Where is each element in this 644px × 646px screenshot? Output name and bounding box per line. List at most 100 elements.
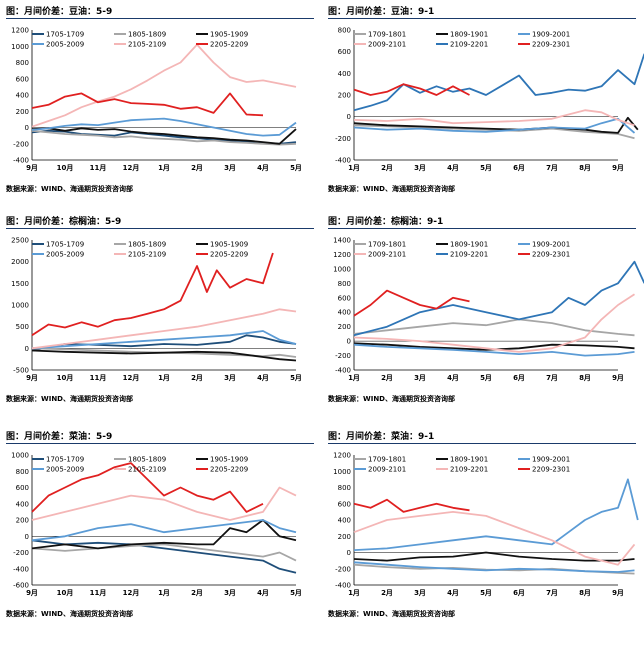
y-tick-label: 0 (25, 533, 29, 541)
chart-source: 数据来源：WIND、海通期货投资咨询部 (6, 185, 133, 193)
series-line-1805-1809 (31, 543, 297, 562)
legend-label: 2109-2201 (450, 466, 488, 474)
legend-label: 2009-2101 (368, 41, 406, 49)
legend-label: 1805-1809 (128, 241, 166, 249)
y-tick-label: 400 (16, 500, 29, 508)
series-line-2209-2301 (353, 289, 470, 317)
x-tick-label: 3月 (414, 374, 426, 382)
chart-plot: -500 0 500 1000 1500 2000 2500 9月 10月 11月 12月 1月 2月 3… (11, 237, 302, 383)
series-line-2205-2209 (31, 462, 264, 513)
x-tick-label: 2月 (381, 164, 393, 172)
x-tick-label: 1月 (158, 589, 170, 597)
chart-source: 数据来源：WIND、海通期货投资咨询部 (328, 185, 455, 193)
legend-label: 2009-2101 (368, 466, 406, 474)
x-tick-label: 10月 (57, 164, 74, 172)
title-divider (6, 228, 314, 229)
chart-plot: -400 -200 0 200 400 600 800 1000 1200 1400 1月 2月 3月 4… (333, 237, 644, 382)
x-tick-label: 3月 (224, 589, 236, 597)
x-tick-label: 9月 (612, 164, 624, 172)
x-tick-label: 1月 (348, 374, 360, 382)
x-tick-label: 11月 (90, 589, 107, 597)
chart-title: 图：月间价差：豆油：9-1 (328, 7, 435, 17)
x-tick-label: 2月 (191, 589, 203, 597)
x-tick-label: 7月 (546, 374, 558, 382)
legend-label: 1705-1709 (46, 241, 84, 249)
legend-label: 2205-2209 (210, 41, 248, 49)
title-divider (6, 443, 314, 444)
y-tick-label: 600 (338, 294, 351, 302)
y-tick-label: -400 (335, 157, 351, 165)
x-tick-label: 7月 (546, 164, 558, 172)
legend-label: 2209-2301 (532, 251, 570, 259)
y-tick-label: -200 (13, 140, 29, 148)
chart-title: 图：月间价差：菜油：5-9 (6, 432, 113, 442)
legend-label: 1709-1801 (368, 31, 406, 39)
y-tick-label: 600 (338, 500, 351, 508)
x-tick-label: 12月 (123, 589, 140, 597)
legend-label: 2005-2009 (46, 251, 84, 259)
y-tick-label: -200 (335, 352, 351, 360)
x-tick-label: 1月 (158, 374, 170, 382)
series-line-2109-2201 (353, 260, 644, 337)
series-line-2109-2201 (353, 53, 644, 112)
y-tick-label: 1000 (11, 452, 29, 460)
y-tick-label: 1000 (11, 43, 29, 51)
legend-label: 1909-2001 (532, 31, 570, 39)
legend-label: 1709-1801 (368, 241, 406, 249)
y-tick-label: 200 (16, 517, 29, 525)
x-tick-label: 12月 (123, 374, 140, 382)
legend-label: 2209-2301 (532, 466, 570, 474)
chart-plot: -400 -200 0 200 400 600 800 1月 2月 3月 4月 5月 6月 7月 8月 9月 1… (335, 27, 644, 172)
x-tick-label: 2月 (381, 374, 393, 382)
x-tick-label: 1月 (158, 164, 170, 172)
y-tick-label: 1000 (333, 468, 351, 476)
x-tick-label: 8月 (579, 374, 591, 382)
panel-rapeseedoil-9-1: 图：月间价差：菜油：9-1 -400 -200 0 200 400 600 800 1000 1… (322, 425, 644, 640)
y-tick-label: 500 (16, 323, 29, 331)
y-tick-label: 400 (338, 70, 351, 78)
series-line-1809-1901 (353, 342, 635, 351)
panel-rapeseedoil-5-9: 图：月间价差：菜油：5-9 -600 -400 -200 0 200 400 600 800 1… (0, 425, 322, 640)
x-tick-label: 4月 (447, 374, 459, 382)
y-tick-label: 200 (338, 533, 351, 541)
y-tick-label: 200 (338, 92, 351, 100)
chart-plot: -600 -400 -200 0 200 400 600 800 1000 9月 10月 11月 12月… (11, 452, 302, 598)
x-tick-label: 9月 (612, 374, 624, 382)
y-tick-label: 0 (25, 345, 29, 353)
title-divider (6, 18, 314, 19)
x-tick-label: 9月 (26, 589, 38, 597)
y-tick-label: -400 (13, 157, 29, 165)
series-line-2205-2209 (31, 252, 274, 337)
x-tick-label: 5月 (480, 164, 492, 172)
chart-source: 数据来源：WIND、海通期货投资咨询部 (6, 395, 133, 403)
title-divider (328, 443, 636, 444)
y-tick-label: 1400 (333, 237, 351, 245)
y-tick-label: 400 (338, 517, 351, 525)
series-line-1709-1801 (353, 318, 635, 337)
title-divider (328, 228, 636, 229)
y-tick-label: -400 (335, 582, 351, 590)
series-line-2005-2009 (31, 117, 297, 137)
series-line-2109-2201 (353, 511, 636, 566)
x-tick-label: 6月 (513, 589, 525, 597)
chart-source: 数据来源：WIND、海通期货投资咨询部 (328, 395, 455, 403)
legend-label: 2209-2301 (532, 41, 570, 49)
legend-label: 2205-2209 (210, 466, 248, 474)
x-tick-label: 7月 (546, 589, 558, 597)
x-tick-label: 3月 (224, 374, 236, 382)
y-tick-label: 1500 (11, 280, 29, 288)
x-tick-label: 1月 (348, 589, 360, 597)
legend-label: 1709-1801 (368, 456, 406, 464)
y-tick-label: -400 (13, 565, 29, 573)
y-tick-label: 0 (347, 113, 351, 121)
legend-label: 1805-1809 (128, 31, 166, 39)
x-tick-label: 8月 (579, 589, 591, 597)
x-tick-label: 2月 (191, 374, 203, 382)
x-tick-label: 5月 (290, 164, 302, 172)
y-tick-label: 800 (338, 484, 351, 492)
x-tick-label: 4月 (447, 164, 459, 172)
y-tick-label: 800 (16, 59, 29, 67)
x-tick-label: 4月 (447, 589, 459, 597)
y-tick-label: 0 (25, 124, 29, 132)
y-tick-label: 200 (16, 108, 29, 116)
